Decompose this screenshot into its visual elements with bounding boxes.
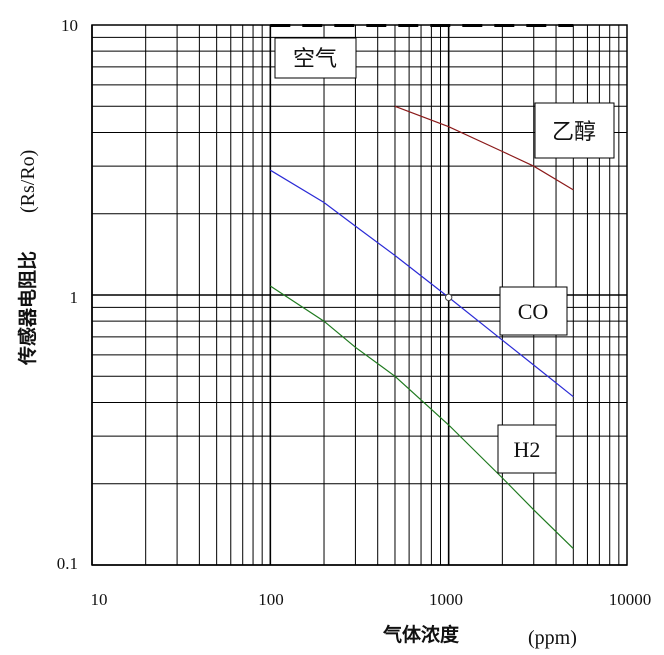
y-tick-label: 1 [70, 288, 79, 307]
x-tick-label: 10 [91, 590, 108, 609]
y-axis-title: 传感器电阻比 [16, 251, 39, 366]
x-tick-label: 10000 [609, 590, 652, 609]
ethanol-line [394, 105, 574, 191]
x-axis-title: 气体浓度 [382, 623, 460, 646]
co-line [269, 169, 574, 398]
reference-point-marker [444, 293, 453, 302]
label-ethanol: 乙醇 [534, 102, 615, 159]
grid [91, 25, 627, 566]
label-air: 空气 [274, 37, 357, 79]
plot-frame [91, 24, 628, 566]
series-layer [269, 24, 574, 550]
y-tick-label: 0.1 [57, 554, 78, 573]
y-axis-title-group: 传感器电阻比 (Rs/Ro) [16, 150, 39, 366]
x-tick-label: 1000 [429, 590, 463, 609]
y-axis-unit: (Rs/Ro) [17, 150, 39, 213]
label-h2: H2 [497, 424, 557, 474]
y-tick-label: 10 [61, 16, 78, 35]
label-co: CO [499, 286, 568, 336]
label-air-text: 空气 [293, 47, 337, 72]
label-ethanol-text: 乙醇 [552, 120, 596, 145]
x-axis-unit: (ppm) [528, 627, 577, 649]
h2-line [269, 285, 574, 550]
label-co-text: CO [518, 299, 549, 324]
label-h2-text: H2 [514, 437, 541, 462]
x-tick-label: 100 [258, 590, 284, 609]
